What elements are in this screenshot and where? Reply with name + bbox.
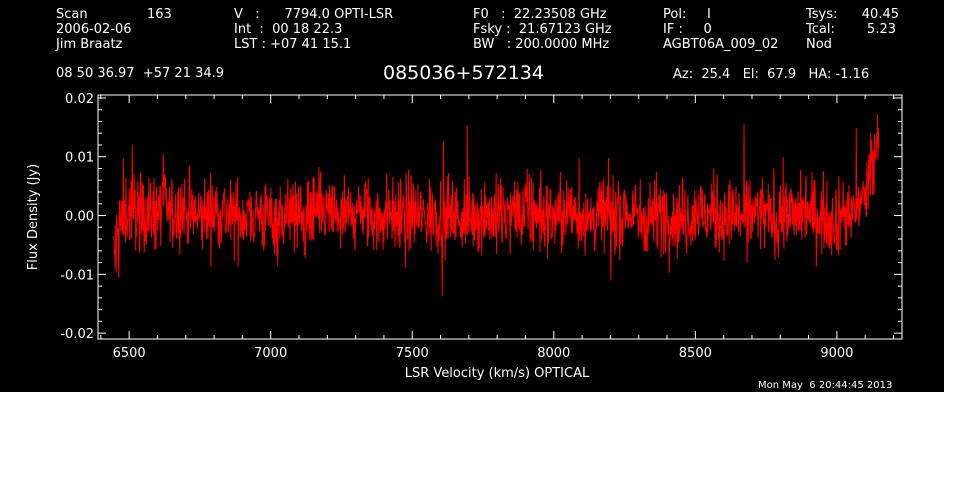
header-bandwidth: BW : 200.0000 MHz <box>473 37 610 52</box>
header-procedure: Nod <box>806 37 832 52</box>
x-tick-label: 8000 <box>537 346 570 361</box>
source-name: 085036+572134 <box>383 62 544 84</box>
header-tcal-label: Tcal: <box>806 22 835 37</box>
header-integration: Int : 00 18 22.3 <box>234 22 343 37</box>
header-if: IF : 0 <box>663 22 712 37</box>
header-observer: Jim Braatz <box>56 37 123 52</box>
x-tick-label: 7500 <box>396 346 429 361</box>
x-axis-label: LSR Velocity (km/s) OPTICAL <box>405 366 590 381</box>
spectrum-plot: 6500 7000 7500 8000 8500 9000 -0.02 -0.01 0.00 0.… <box>26 92 903 381</box>
header-tsys-value: 40.45 <box>861 7 899 22</box>
header-tcal-value: 5.23 <box>867 22 896 37</box>
x-tick-label: 6500 <box>113 346 146 361</box>
y-tick-label: 0.01 <box>65 151 94 166</box>
header-fsky: Fsky : 21.67123 GHz <box>473 22 612 37</box>
plot-timestamp: Mon May 6 20:44:45 2013 <box>758 380 893 391</box>
gbtidl-plot-window: Scan 163 2006-02-06 Jim Braatz V : 7794.… <box>0 0 944 392</box>
y-tick-label: 0.02 <box>65 92 94 107</box>
header-velocity: V : 7794.0 OPTI-LSR <box>234 7 394 22</box>
header-lst: LST : +07 41 15.1 <box>234 37 352 52</box>
spectrum-trace <box>113 114 880 297</box>
header-az-el-ha: Az: 25.4 El: 67.9 HA: -1.16 <box>673 67 870 82</box>
x-tick-label: 9000 <box>820 346 853 361</box>
header-date: 2006-02-06 <box>56 22 132 37</box>
header-tsys-label: Tsys: <box>806 7 838 22</box>
y-tick-label: 0.00 <box>65 210 94 225</box>
header-f0: F0 : 22.23508 GHz <box>473 7 607 22</box>
y-tick-label: -0.02 <box>60 327 94 342</box>
y-axis-label: Flux Density (Jy) <box>26 164 41 270</box>
header-coordinates: 08 50 36.97 +57 21 34.9 <box>56 66 225 81</box>
header-label-scan: Scan <box>56 7 88 22</box>
y-tick-label: -0.01 <box>60 268 94 283</box>
plot-frame <box>97 94 903 340</box>
header-pol: Pol: I <box>663 7 711 22</box>
x-tick-label: 7000 <box>254 346 287 361</box>
header-scan-number: 163 <box>147 7 172 22</box>
header-project: AGBT06A_009_02 <box>663 37 779 52</box>
x-tick-label: 8500 <box>679 346 712 361</box>
